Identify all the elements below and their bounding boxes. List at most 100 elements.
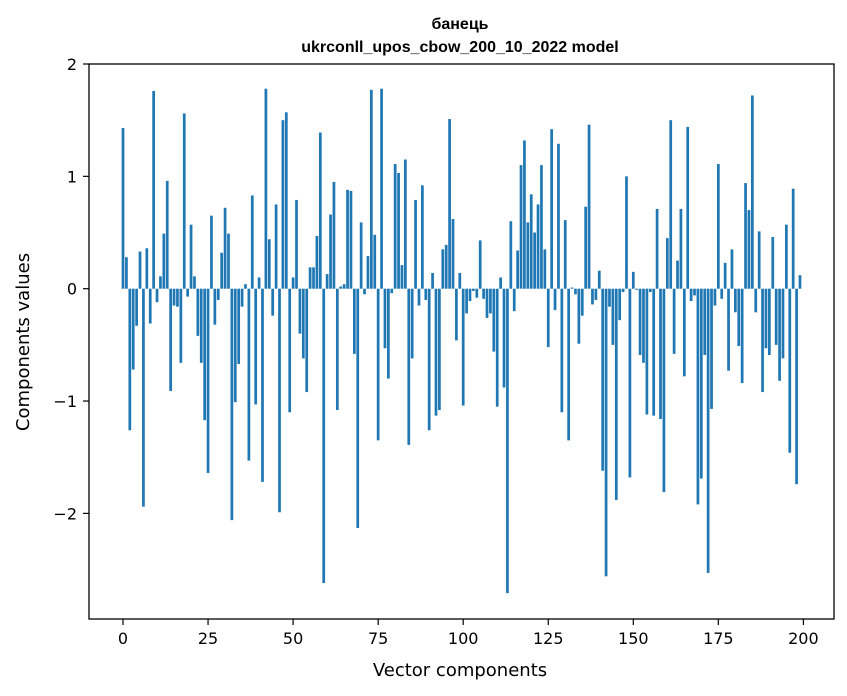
bar	[369, 89, 373, 289]
bar	[417, 288, 421, 306]
bar	[216, 288, 220, 300]
bar	[798, 275, 802, 289]
bar	[162, 233, 166, 289]
bar	[247, 288, 251, 461]
bar	[587, 124, 591, 289]
bar	[618, 288, 622, 321]
bar	[502, 288, 506, 388]
bar	[199, 288, 203, 363]
bar	[516, 250, 519, 289]
y-tick-label: −1	[53, 392, 77, 411]
y-tick-label: 2	[67, 55, 77, 74]
bar	[295, 199, 298, 289]
bar	[567, 288, 571, 441]
bar	[206, 288, 210, 473]
x-tick-label: 175	[703, 629, 734, 648]
bar	[631, 271, 635, 289]
bar	[682, 288, 686, 377]
bar	[791, 188, 795, 289]
bar	[563, 220, 567, 289]
bar	[159, 276, 162, 289]
bar	[210, 215, 213, 289]
chart-title: банець	[431, 16, 488, 33]
bar	[540, 165, 543, 289]
bar	[536, 204, 540, 289]
bar	[267, 239, 271, 289]
bar	[383, 288, 387, 349]
bar	[710, 288, 713, 409]
bar	[250, 195, 254, 289]
x-tick-label: 75	[368, 629, 388, 648]
bar	[131, 288, 135, 370]
bar	[754, 288, 758, 313]
bar	[349, 190, 353, 289]
bar	[431, 272, 434, 289]
bar	[322, 288, 326, 584]
bar	[716, 163, 720, 289]
bar	[703, 288, 707, 355]
bar	[193, 276, 196, 289]
bar	[203, 288, 207, 421]
bar	[407, 288, 411, 445]
bar	[550, 129, 554, 289]
bar	[172, 288, 176, 306]
bar	[723, 262, 727, 289]
bar	[546, 288, 550, 348]
bar	[274, 204, 278, 289]
bar	[213, 288, 217, 325]
bar	[761, 288, 764, 393]
bar	[339, 286, 343, 289]
bar	[366, 256, 370, 289]
bar	[291, 277, 295, 289]
x-axis-label: Vector components	[373, 660, 547, 681]
bar	[774, 288, 778, 345]
bar	[380, 88, 383, 289]
bar	[387, 288, 390, 379]
bar	[543, 249, 547, 289]
bar	[597, 270, 601, 289]
bar	[693, 288, 696, 296]
bar	[373, 234, 377, 289]
bar	[165, 180, 169, 289]
bar	[499, 277, 502, 289]
bar	[121, 128, 125, 289]
bar	[655, 208, 659, 289]
bar	[676, 260, 679, 289]
bar	[342, 284, 346, 289]
bar	[220, 252, 224, 289]
bar	[489, 288, 492, 314]
bar	[509, 221, 513, 289]
bar	[485, 288, 489, 318]
bar	[288, 288, 292, 413]
bar	[458, 272, 462, 289]
bar	[614, 288, 618, 500]
bar	[744, 183, 747, 289]
bar	[152, 90, 155, 289]
bar	[329, 214, 332, 289]
bar	[652, 288, 656, 416]
bar	[254, 288, 258, 405]
x-tick-label: 150	[618, 629, 649, 648]
bar	[696, 288, 700, 505]
bar	[645, 288, 649, 415]
x-tick-label: 100	[448, 629, 479, 648]
bar	[359, 222, 363, 289]
bar	[227, 233, 230, 289]
bar	[750, 95, 754, 289]
bar	[240, 288, 244, 307]
bar	[284, 112, 288, 289]
bar	[298, 288, 302, 334]
bar	[523, 140, 526, 289]
bar	[519, 165, 523, 289]
y-tick-label: 0	[67, 280, 77, 299]
bar	[264, 88, 268, 289]
bar	[604, 288, 608, 577]
bar	[352, 288, 356, 354]
bar	[196, 288, 200, 336]
bar	[363, 288, 366, 295]
bar	[785, 224, 788, 289]
chart-subtitle: ukrconll_upos_cbow_200_10_2022 model	[301, 39, 618, 56]
bar	[781, 288, 785, 359]
bar	[625, 176, 628, 289]
bar	[740, 288, 744, 384]
